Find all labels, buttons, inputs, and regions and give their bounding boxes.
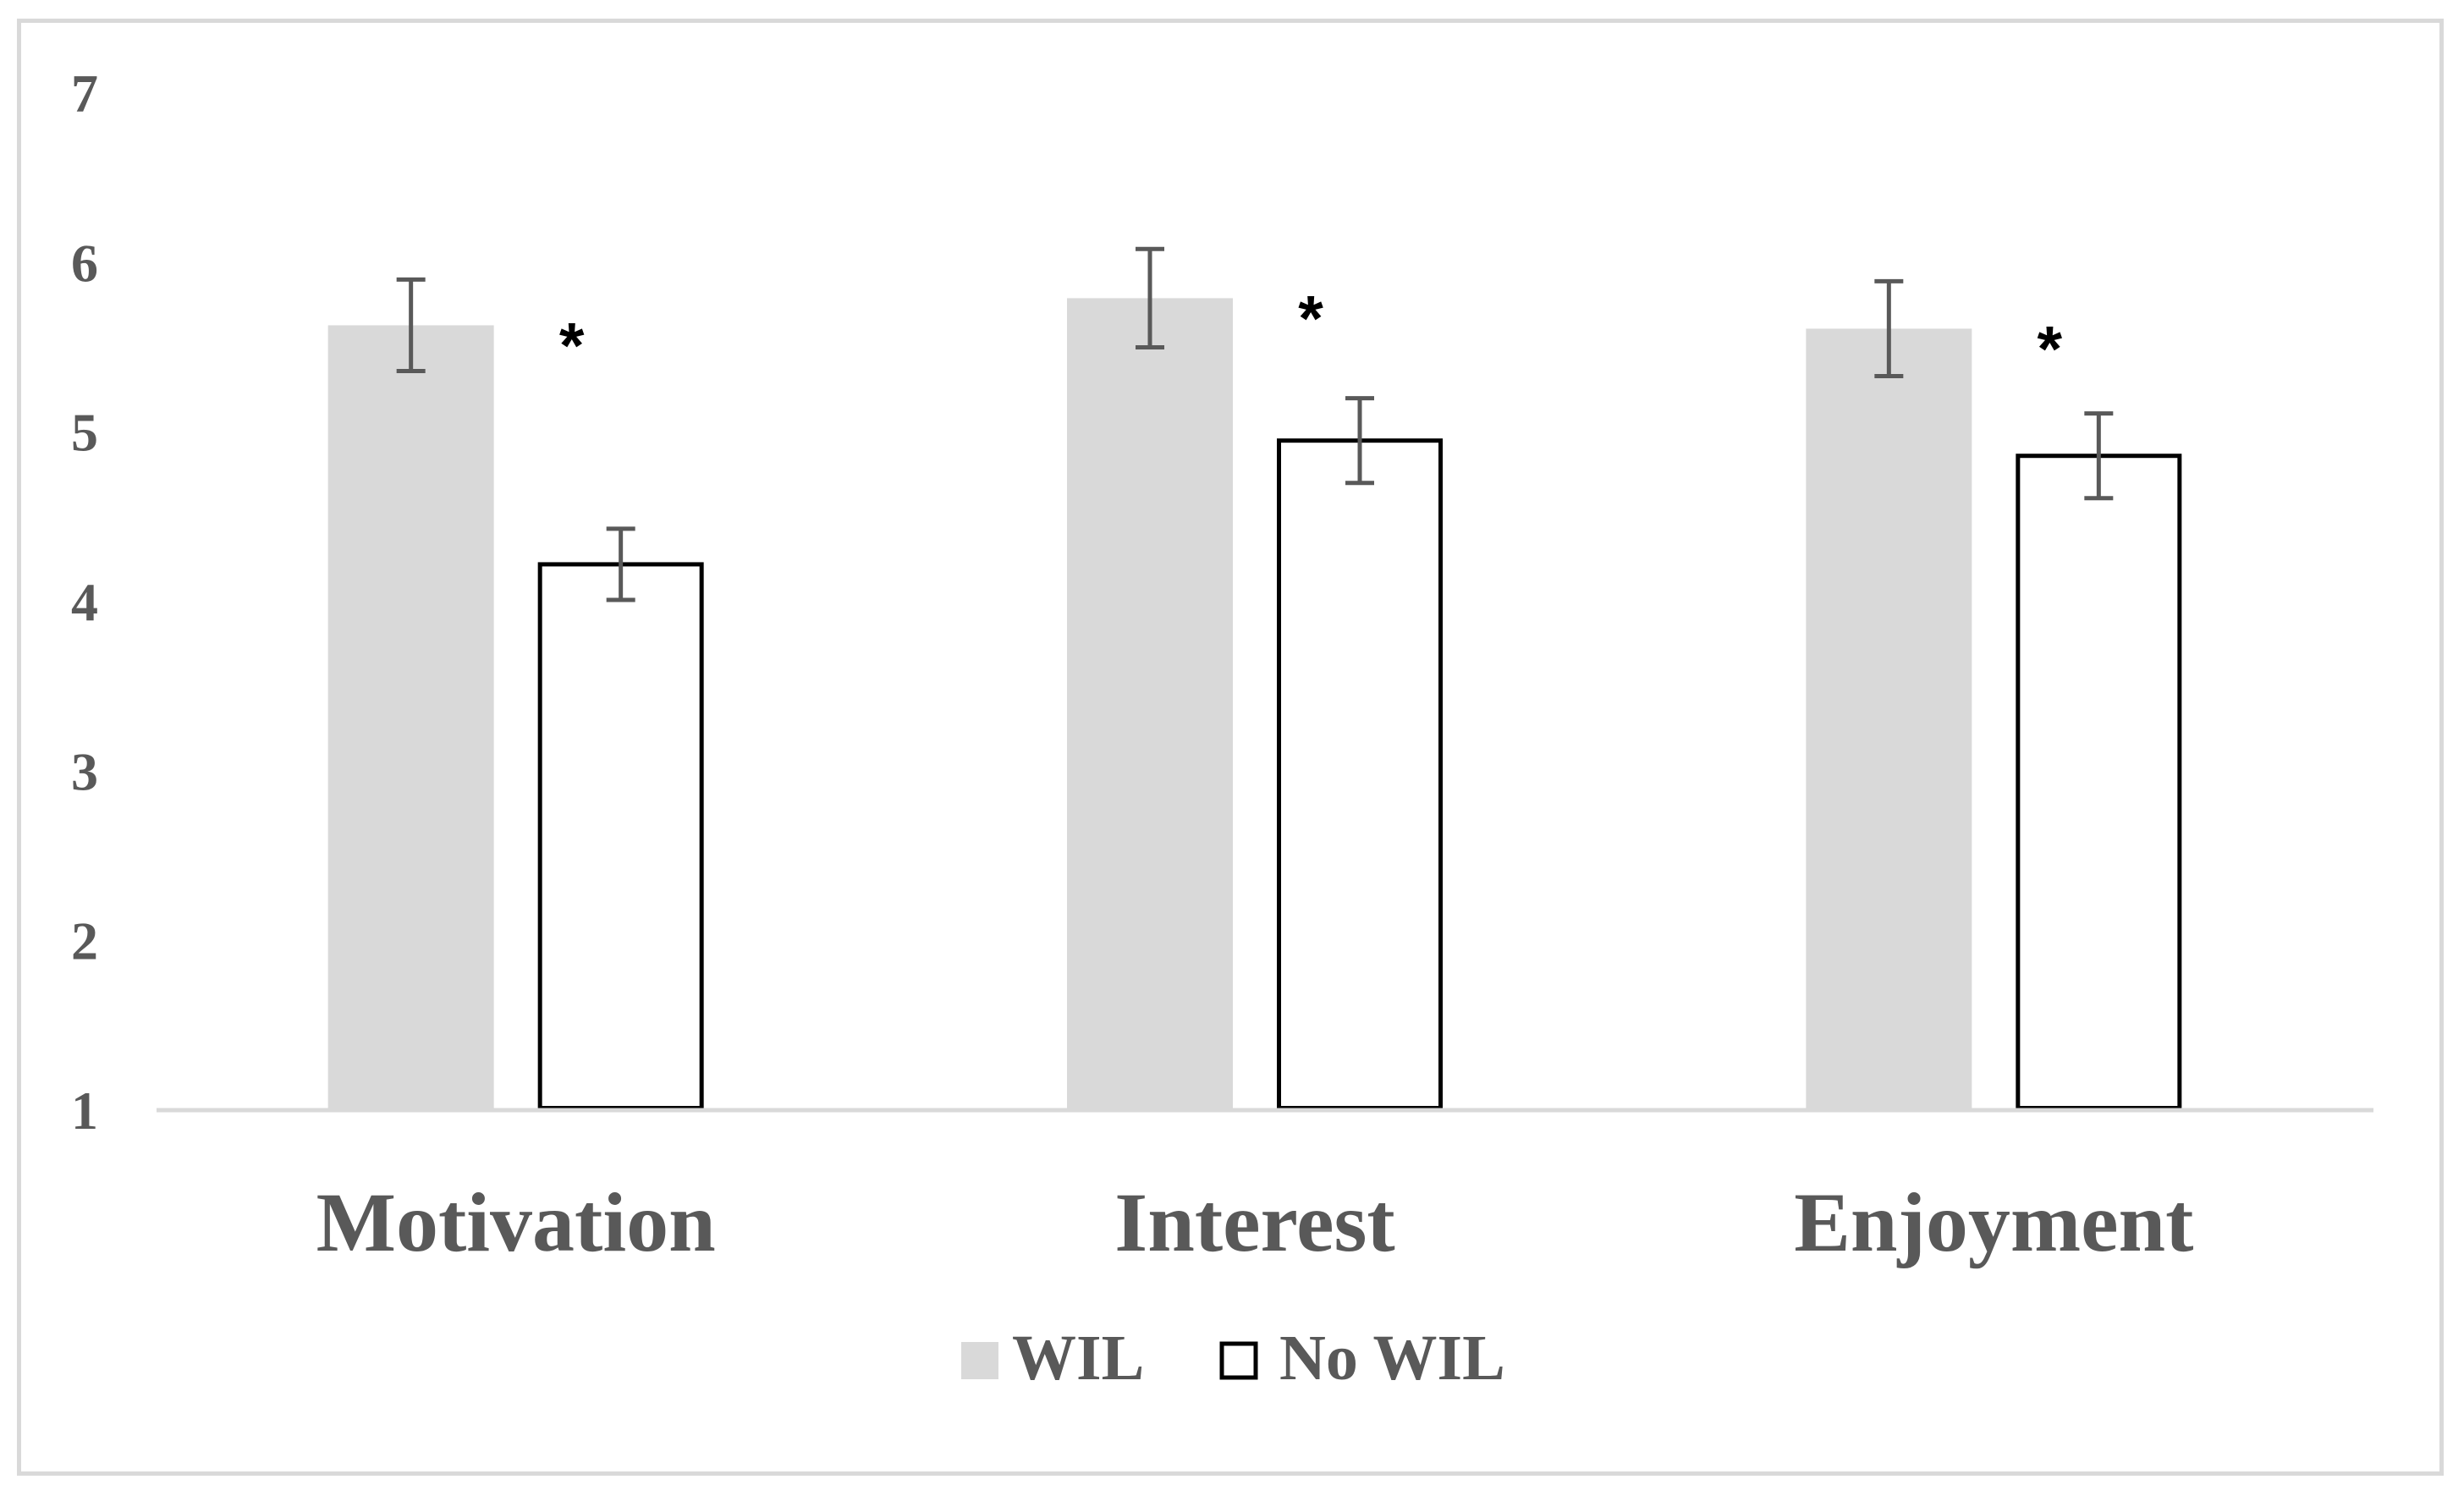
error-bar-no-wil-interest (1345, 396, 1374, 486)
legend: WIL No WIL (961, 1323, 1505, 1394)
significance-star-interest: * (1298, 283, 1323, 355)
legend-swatch-wil (961, 1342, 998, 1379)
bar-no-wil-interest (1277, 438, 1443, 1110)
y-tick-label-5: 5 (71, 403, 98, 463)
bar-no-wil-motivation (537, 562, 704, 1110)
category-label-motivation: Motivation (316, 1175, 716, 1269)
legend-swatch-no-wil (1219, 1341, 1258, 1380)
bar-wil-motivation (327, 325, 494, 1110)
error-bar-wil-interest (1136, 246, 1164, 349)
significance-markers: * * * (559, 283, 2063, 385)
bar-wil-interest (1067, 298, 1233, 1110)
bar-no-wil-enjoyment (2016, 454, 2182, 1110)
error-bar-wil-motivation (396, 277, 426, 374)
error-bars-group (396, 246, 2114, 602)
y-tick-label-1: 1 (71, 1081, 98, 1141)
y-tick-label-4: 4 (71, 572, 98, 632)
significance-star-motivation: * (559, 310, 585, 382)
y-tick-label-7: 7 (71, 63, 98, 124)
error-bar-wil-enjoyment (1874, 278, 1904, 379)
legend-label-no-wil: No WIL (1279, 1323, 1505, 1394)
error-bar-no-wil-enjoyment (2084, 411, 2114, 501)
y-tick-label-6: 6 (71, 233, 98, 293)
error-bar-no-wil-motivation (606, 526, 635, 602)
legend-label-wil: WIL (1012, 1323, 1144, 1394)
y-axis-ticks: 1 2 3 4 5 6 7 (71, 63, 98, 1141)
category-label-enjoyment: Enjoyment (1794, 1175, 2193, 1269)
y-tick-label-2: 2 (71, 911, 98, 971)
bar-wil-enjoyment (1806, 328, 1972, 1110)
bars-group (327, 298, 2182, 1110)
y-tick-label-3: 3 (71, 741, 98, 801)
x-axis-category-labels: Motivation Interest Enjoyment (316, 1175, 2194, 1269)
category-label-interest: Interest (1114, 1175, 1394, 1269)
significance-star-enjoyment: * (2038, 313, 2063, 385)
